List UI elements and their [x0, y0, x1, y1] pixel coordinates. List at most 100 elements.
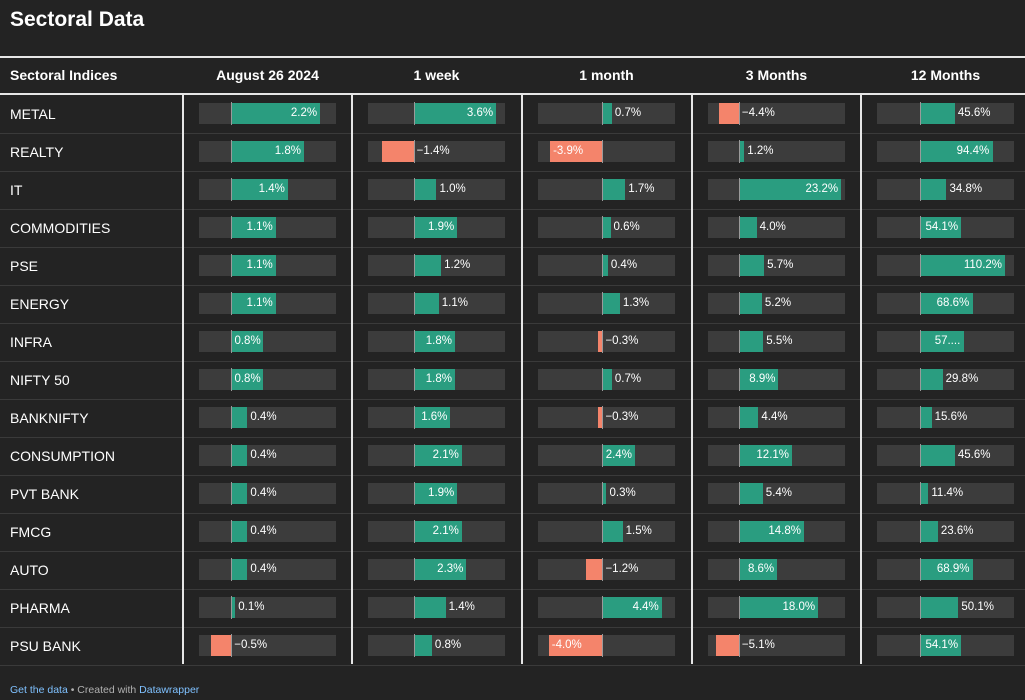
- bar-track: 4.4%: [708, 406, 845, 429]
- bar-positive: [413, 331, 455, 352]
- cell-3-months: 5.4%: [692, 475, 861, 513]
- cell-1-month: −1.2%: [522, 551, 691, 589]
- cell-1-month: 1.5%: [522, 513, 691, 551]
- value-label: 4.4%: [761, 411, 788, 423]
- zero-line: [413, 520, 415, 543]
- cell-1-week: 1.8%: [352, 361, 521, 399]
- cell-aug-26-2024: 0.4%: [183, 475, 352, 513]
- zero-line: [413, 444, 415, 467]
- cell-1-week: 2.1%: [352, 513, 521, 551]
- bar-positive: [919, 521, 938, 542]
- value-label: 8.9%: [749, 373, 776, 385]
- zero-line: [413, 634, 415, 657]
- zero-line: [919, 482, 921, 505]
- bar-track: 3.6%: [368, 102, 505, 125]
- table-row: BANKNIFTY 0.4% 1.6% −0.3% 4.4% 15.6%: [0, 399, 1025, 438]
- cell-aug-26-2024: 0.4%: [183, 437, 352, 475]
- datawrapper-link[interactable]: Datawrapper: [139, 684, 200, 696]
- table-row: PVT BANK 0.4% 1.9% 0.3% 5.4% 11.4%: [0, 475, 1025, 514]
- value-label: 1.1%: [441, 297, 468, 309]
- bar-track: 2.3%: [368, 558, 505, 581]
- cell-1-week: 1.9%: [352, 209, 521, 247]
- zero-line: [231, 444, 233, 467]
- zero-line: [231, 102, 233, 125]
- sector-name: PHARMA: [10, 600, 70, 616]
- value-label: 1.9%: [428, 221, 455, 233]
- bar-negative: [550, 141, 603, 162]
- cell-1-month: −0.3%: [522, 399, 691, 437]
- cell-12-months: 45.6%: [861, 95, 1025, 133]
- bar-track: 23.6%: [877, 520, 1014, 543]
- cell-12-months: 94.4%: [861, 133, 1025, 171]
- bar-negative: [586, 559, 603, 580]
- value-label: 1.2%: [747, 145, 774, 157]
- bar-track: 2.1%: [368, 444, 505, 467]
- bar-positive: [738, 597, 819, 618]
- bar-positive: [919, 293, 973, 314]
- cell-1-week: 1.1%: [352, 285, 521, 323]
- bar-positive: [413, 635, 432, 656]
- cell-3-months: 8.6%: [692, 551, 861, 589]
- cell-12-months: 45.6%: [861, 437, 1025, 475]
- bar-track: 1.5%: [538, 520, 675, 543]
- value-label: 34.8%: [949, 183, 983, 195]
- bar-negative: [381, 141, 414, 162]
- bar-track: 1.0%: [368, 178, 505, 201]
- cell-12-months: 57....: [861, 323, 1025, 361]
- zero-line: [413, 140, 415, 163]
- cell-aug-26-2024: 2.2%: [183, 95, 352, 133]
- cell-1-month: 0.3%: [522, 475, 691, 513]
- bar-track: 1.3%: [538, 292, 675, 315]
- bar-positive: [602, 369, 612, 390]
- bar-track: 29.8%: [877, 368, 1014, 391]
- bar-positive: [919, 331, 964, 352]
- bar-track: 8.9%: [708, 368, 845, 391]
- value-label: -3.9%: [553, 145, 584, 157]
- zero-line: [738, 368, 740, 391]
- cell-1-week: 1.9%: [352, 475, 521, 513]
- bar-negative: [211, 635, 232, 656]
- sector-name: REALTY: [10, 144, 64, 160]
- value-label: 0.8%: [434, 639, 462, 651]
- zero-line: [919, 406, 921, 429]
- bar-positive: [231, 521, 248, 542]
- bar-track: 34.8%: [877, 178, 1014, 201]
- bar-track: 1.9%: [368, 482, 505, 505]
- bar-track: 0.7%: [538, 368, 675, 391]
- bar-track: 0.4%: [199, 520, 336, 543]
- value-label: 1.7%: [628, 183, 655, 195]
- sector-name: FMCG: [10, 524, 52, 540]
- bar-track: 1.8%: [368, 368, 505, 391]
- zero-line: [413, 368, 415, 391]
- table-row: PSE 1.1% 1.2% 0.4% 5.7% 110.2%: [0, 247, 1025, 286]
- zero-line: [919, 102, 921, 125]
- cell-aug-26-2024: 0.4%: [183, 551, 352, 589]
- bar-positive: [602, 103, 612, 124]
- value-label: −1.2%: [605, 563, 639, 575]
- zero-line: [602, 482, 604, 505]
- value-label: 0.4%: [250, 411, 277, 423]
- cell-aug-26-2024: 0.8%: [183, 323, 352, 361]
- header-3-months: 3 Months: [745, 67, 808, 83]
- cell-3-months: −4.4%: [692, 95, 861, 133]
- zero-line: [919, 292, 921, 315]
- zero-line: [413, 254, 415, 277]
- value-label: 1.9%: [428, 487, 455, 499]
- value-label: −0.5%: [234, 639, 268, 651]
- bar-track: 1.8%: [368, 330, 505, 353]
- get-data-link[interactable]: Get the data: [10, 684, 68, 696]
- column-separator: [182, 95, 184, 664]
- bar-track: 1.1%: [199, 254, 336, 277]
- cell-3-months: 18.0%: [692, 589, 861, 627]
- column-separator: [691, 95, 693, 664]
- zero-line: [738, 216, 740, 239]
- zero-line: [602, 596, 604, 619]
- cell-aug-26-2024: 1.1%: [183, 247, 352, 285]
- zero-line: [602, 254, 604, 277]
- value-label: 1.4%: [448, 601, 475, 613]
- zero-line: [413, 406, 415, 429]
- value-label: 1.1%: [246, 259, 273, 271]
- zero-line: [231, 292, 233, 315]
- sector-name: INFRA: [10, 334, 52, 350]
- bar-positive: [919, 255, 1005, 276]
